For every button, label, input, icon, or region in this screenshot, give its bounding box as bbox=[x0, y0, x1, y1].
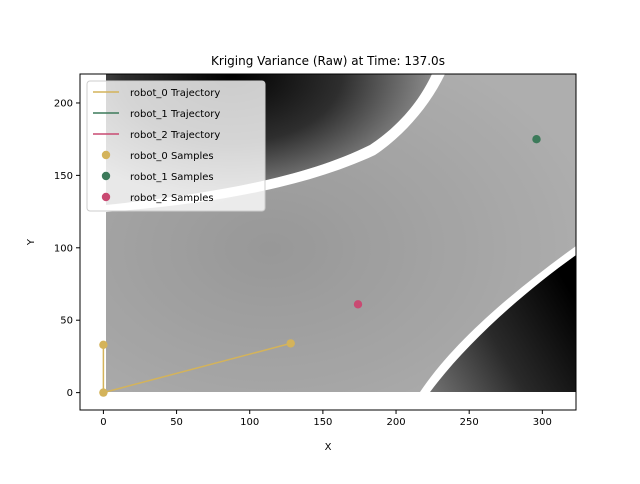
legend-marker-swatch bbox=[101, 171, 111, 181]
x-tick-label: 300 bbox=[533, 417, 552, 428]
plot-frame bbox=[79, 73, 577, 411]
y-axis-label: Y bbox=[26, 238, 37, 246]
y-tick-label: 0 bbox=[67, 388, 73, 399]
legend-label: robot_2 Samples bbox=[130, 193, 214, 204]
x-tick-label: 100 bbox=[240, 417, 259, 428]
x-tick-label: 150 bbox=[313, 417, 332, 428]
x-axis-ticks: 0 50 100 150 200 250 300 bbox=[100, 410, 552, 428]
legend-marker-swatch bbox=[101, 192, 111, 202]
legend-label: robot_0 Trajectory bbox=[130, 88, 220, 99]
data-marks bbox=[99, 135, 541, 397]
sample-point-3 bbox=[99, 340, 108, 349]
legend-label: robot_1 Trajectory bbox=[130, 109, 220, 120]
legend: robot_0 Trajectory robot_1 Trajectory robo… bbox=[86, 80, 266, 212]
y-tick-label: 150 bbox=[54, 171, 73, 182]
sample-point-3 bbox=[99, 388, 108, 397]
sample-point-4 bbox=[532, 135, 541, 144]
y-tick-label: 50 bbox=[60, 316, 73, 327]
y-axis-ticks: 0 50 100 150 200 bbox=[54, 98, 80, 399]
sample-point-3 bbox=[286, 339, 295, 348]
x-tick-label: 0 bbox=[100, 417, 106, 428]
y-tick-label: 200 bbox=[54, 98, 73, 109]
chart-title: Kriging Variance (Raw) at Time: 137.0s bbox=[211, 54, 445, 68]
legend-label: robot_1 Samples bbox=[130, 172, 214, 183]
legend-label: robot_2 Trajectory bbox=[130, 130, 220, 141]
legend-box bbox=[86, 80, 266, 212]
x-tick-label: 50 bbox=[170, 417, 183, 428]
x-tick-label: 250 bbox=[460, 417, 479, 428]
x-axis-label: X bbox=[325, 442, 332, 453]
y-tick-label: 100 bbox=[54, 243, 73, 254]
legend-marker-swatch bbox=[101, 150, 111, 160]
legend-label: robot_0 Samples bbox=[130, 151, 214, 162]
x-tick-label: 200 bbox=[386, 417, 405, 428]
sample-point-5 bbox=[353, 300, 363, 309]
